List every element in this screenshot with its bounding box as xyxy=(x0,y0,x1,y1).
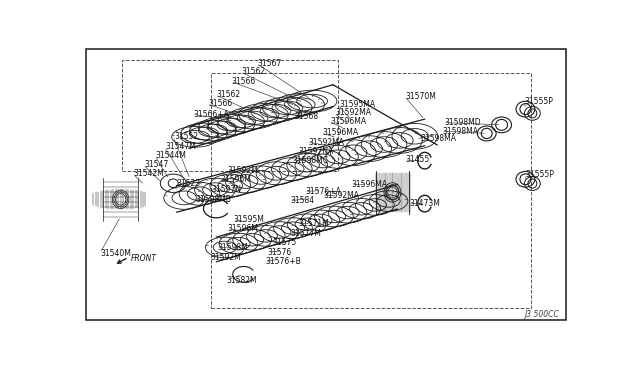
Text: 31455: 31455 xyxy=(405,155,429,164)
Text: 31562: 31562 xyxy=(216,90,241,99)
Text: 31552: 31552 xyxy=(174,132,198,141)
Text: 31596M: 31596M xyxy=(228,224,259,233)
Text: 31571M: 31571M xyxy=(298,219,329,228)
Text: 31598MD: 31598MD xyxy=(444,118,481,127)
Text: 31570M: 31570M xyxy=(405,92,436,101)
Text: 31576+B: 31576+B xyxy=(266,257,301,266)
Text: 31598M: 31598M xyxy=(218,243,248,252)
Text: 31592MA: 31592MA xyxy=(308,138,344,147)
Text: 31598MC: 31598MC xyxy=(292,156,328,165)
Text: 31544M: 31544M xyxy=(156,151,187,160)
Text: 31568: 31568 xyxy=(294,112,318,121)
Text: 31547M: 31547M xyxy=(165,142,196,151)
Text: 31473M: 31473M xyxy=(410,199,440,208)
Text: 31562: 31562 xyxy=(242,67,266,76)
Text: 31582M: 31582M xyxy=(227,276,257,285)
Text: 31596MA: 31596MA xyxy=(330,116,366,126)
Text: 31595MA: 31595MA xyxy=(339,100,375,109)
Text: 31592MA: 31592MA xyxy=(335,108,371,117)
Text: 31597N: 31597N xyxy=(211,185,241,193)
Text: 31596MA: 31596MA xyxy=(322,128,358,137)
Bar xyxy=(211,73,531,308)
Text: 31567: 31567 xyxy=(257,59,282,68)
Text: 31542M: 31542M xyxy=(134,169,164,178)
Text: 31597NA: 31597NA xyxy=(298,147,333,156)
Text: 31540M: 31540M xyxy=(101,248,132,258)
Text: 31596MA: 31596MA xyxy=(352,180,388,189)
Text: 31592MA: 31592MA xyxy=(323,191,359,200)
Text: 31595M: 31595M xyxy=(234,215,264,224)
Text: 31577M: 31577M xyxy=(291,229,321,238)
Text: 31598MA: 31598MA xyxy=(442,126,478,136)
Text: 31596M: 31596M xyxy=(220,175,252,184)
Text: 31566: 31566 xyxy=(232,77,256,86)
Text: 31566+A: 31566+A xyxy=(193,110,229,119)
Text: 31575: 31575 xyxy=(273,238,297,247)
Text: 31523: 31523 xyxy=(177,179,201,188)
Text: 31547: 31547 xyxy=(145,160,169,169)
Text: 31598MA: 31598MA xyxy=(420,134,456,143)
Text: 31598MB: 31598MB xyxy=(195,195,231,204)
Text: 31576: 31576 xyxy=(268,247,292,257)
Text: 31555P: 31555P xyxy=(525,170,554,179)
Text: 31576+A: 31576+A xyxy=(305,187,341,196)
Text: 31584: 31584 xyxy=(291,196,314,205)
Text: 31566: 31566 xyxy=(208,99,232,108)
Bar xyxy=(122,60,338,171)
Text: 31592M: 31592M xyxy=(228,166,259,174)
Text: FRONT: FRONT xyxy=(131,254,157,263)
Text: 31555P: 31555P xyxy=(524,97,554,106)
Text: J3 500CC: J3 500CC xyxy=(524,310,559,319)
Text: 31592M: 31592M xyxy=(210,253,241,262)
